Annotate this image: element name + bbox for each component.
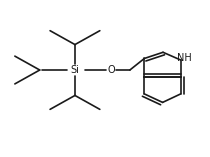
Text: Si: Si	[71, 65, 79, 75]
Text: NH: NH	[177, 53, 192, 63]
Text: O: O	[107, 65, 115, 75]
